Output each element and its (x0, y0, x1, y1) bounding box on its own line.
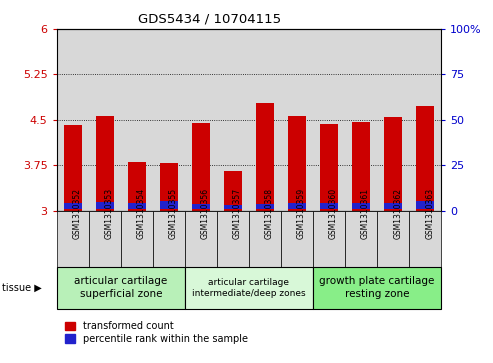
Text: articular cartilage
superficial zone: articular cartilage superficial zone (74, 277, 168, 299)
Text: GSM1310356: GSM1310356 (201, 188, 210, 239)
FancyBboxPatch shape (185, 267, 313, 309)
Bar (64, 203, 81, 209)
FancyBboxPatch shape (121, 211, 153, 267)
Legend: transformed count, percentile rank within the sample: transformed count, percentile rank withi… (62, 317, 252, 348)
Bar (160, 163, 177, 211)
Text: GSM1310352: GSM1310352 (73, 188, 82, 239)
Bar (281, 29, 313, 211)
FancyBboxPatch shape (313, 211, 345, 267)
Bar (313, 29, 345, 211)
FancyBboxPatch shape (409, 211, 441, 267)
FancyBboxPatch shape (153, 211, 185, 267)
Bar (409, 29, 441, 211)
Bar (128, 203, 145, 209)
Bar (345, 29, 377, 211)
Bar (377, 29, 409, 211)
Bar (192, 123, 210, 211)
Text: GSM1310360: GSM1310360 (329, 188, 338, 239)
Bar (417, 106, 434, 211)
Bar (96, 202, 113, 209)
Bar (249, 29, 281, 211)
Bar (121, 29, 153, 211)
Text: tissue ▶: tissue ▶ (2, 283, 42, 293)
Text: GSM1310353: GSM1310353 (105, 188, 114, 239)
Bar (288, 115, 306, 211)
Bar (96, 115, 113, 211)
Bar (385, 117, 402, 211)
Bar (160, 201, 177, 209)
Text: GSM1310355: GSM1310355 (169, 188, 178, 239)
Bar (185, 29, 217, 211)
Bar (64, 125, 81, 211)
Bar (192, 204, 210, 209)
Bar (153, 29, 185, 211)
Bar (320, 203, 338, 209)
Text: GSM1310357: GSM1310357 (233, 188, 242, 239)
Text: articular cartilage
intermediate/deep zones: articular cartilage intermediate/deep zo… (192, 278, 306, 298)
Text: GSM1310358: GSM1310358 (265, 188, 274, 239)
Text: GSM1310363: GSM1310363 (425, 188, 434, 239)
FancyBboxPatch shape (249, 211, 281, 267)
Bar (89, 29, 121, 211)
Text: GDS5434 / 10704115: GDS5434 / 10704115 (138, 13, 281, 26)
Text: GSM1310361: GSM1310361 (361, 188, 370, 239)
FancyBboxPatch shape (377, 211, 409, 267)
Bar (217, 29, 249, 211)
FancyBboxPatch shape (313, 267, 441, 309)
Text: growth plate cartilage
resting zone: growth plate cartilage resting zone (319, 277, 435, 299)
Text: GSM1310359: GSM1310359 (297, 188, 306, 239)
Bar (385, 203, 402, 209)
Bar (128, 162, 145, 211)
Bar (224, 205, 242, 209)
FancyBboxPatch shape (57, 267, 185, 309)
FancyBboxPatch shape (281, 211, 313, 267)
Bar (352, 122, 370, 211)
Bar (288, 203, 306, 209)
Bar (256, 204, 274, 209)
Bar (417, 201, 434, 209)
Bar (320, 124, 338, 211)
FancyBboxPatch shape (185, 211, 217, 267)
Bar (352, 203, 370, 209)
FancyBboxPatch shape (89, 211, 121, 267)
Bar (57, 29, 89, 211)
FancyBboxPatch shape (217, 211, 249, 267)
Bar (256, 103, 274, 211)
Bar (224, 171, 242, 211)
Text: GSM1310354: GSM1310354 (137, 188, 146, 239)
FancyBboxPatch shape (345, 211, 377, 267)
FancyBboxPatch shape (57, 211, 89, 267)
Text: GSM1310362: GSM1310362 (393, 188, 402, 239)
